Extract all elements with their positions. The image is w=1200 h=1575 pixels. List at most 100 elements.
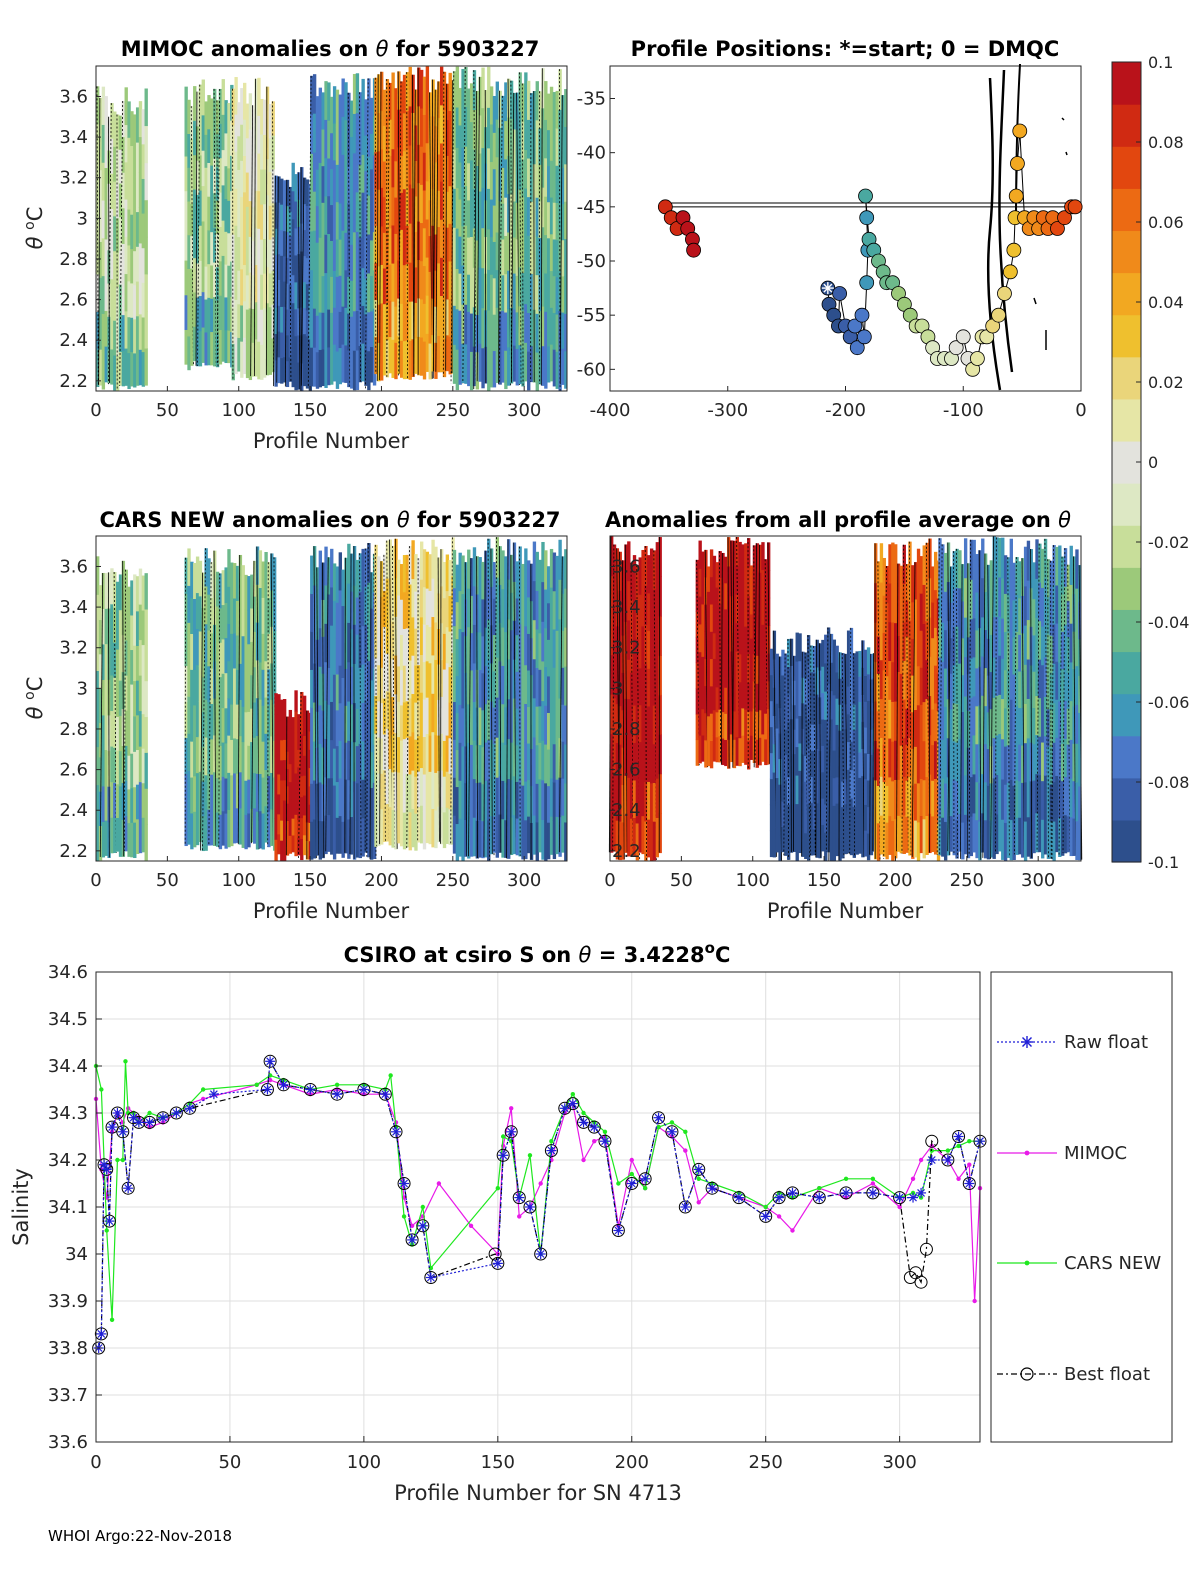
anomaly-cell bbox=[251, 274, 255, 309]
anomaly-cell bbox=[635, 822, 640, 861]
anomaly-cell bbox=[414, 89, 418, 126]
anomaly-cell bbox=[561, 131, 565, 168]
anomaly-cell bbox=[285, 733, 290, 752]
anomaly-cell bbox=[841, 653, 845, 680]
anomaly-cell bbox=[190, 812, 194, 850]
anomaly-cell bbox=[806, 747, 811, 777]
anomaly-cell bbox=[193, 223, 197, 259]
anomaly-cell bbox=[350, 352, 354, 389]
anomaly-cell bbox=[98, 277, 103, 314]
anomaly-cell bbox=[422, 586, 427, 625]
anomaly-cell bbox=[101, 821, 106, 858]
anomaly-cell bbox=[916, 704, 921, 745]
anomaly-cell bbox=[408, 811, 412, 851]
anomaly-cell bbox=[280, 800, 284, 821]
anomaly-cell bbox=[541, 107, 545, 148]
anomaly-cell bbox=[701, 656, 705, 684]
anomaly-cell bbox=[532, 736, 537, 777]
anomaly-cell bbox=[899, 745, 904, 782]
anomaly-cell bbox=[469, 818, 474, 857]
anomaly-cell bbox=[618, 628, 622, 668]
anomaly-cell bbox=[905, 672, 909, 709]
anomaly-cell bbox=[849, 826, 854, 856]
anomaly-cell bbox=[535, 352, 539, 392]
anomaly-cell bbox=[899, 673, 904, 710]
anomaly-cell bbox=[992, 737, 996, 779]
anomaly-cell bbox=[821, 719, 825, 746]
anomaly-cell bbox=[729, 706, 734, 735]
anomaly-cell bbox=[184, 809, 188, 847]
anomaly-cell bbox=[818, 804, 822, 832]
anomaly-cell bbox=[315, 747, 320, 784]
anomaly-cell bbox=[629, 599, 634, 637]
anomaly-cell bbox=[758, 572, 762, 601]
anomaly-cell bbox=[141, 782, 146, 818]
anomaly-cell bbox=[195, 297, 200, 332]
anomaly-cell bbox=[829, 832, 834, 862]
anomaly-cell bbox=[445, 155, 450, 192]
anomaly-cell bbox=[260, 274, 264, 310]
anomaly-cell bbox=[207, 558, 211, 595]
anomaly-cell bbox=[113, 712, 117, 748]
contour-line bbox=[908, 541, 912, 856]
anomaly-cell bbox=[227, 232, 231, 266]
start-marker-stroke bbox=[823, 283, 833, 293]
anomaly-cell bbox=[262, 99, 267, 135]
anomaly-cell bbox=[866, 647, 871, 675]
contour-line bbox=[519, 546, 521, 856]
anomaly-cell bbox=[983, 629, 988, 669]
anomaly-cell bbox=[324, 546, 328, 586]
anomaly-cell bbox=[400, 303, 404, 341]
contour-line bbox=[397, 71, 401, 374]
anomaly-cell bbox=[402, 226, 407, 266]
y-tick-label: 3.6 bbox=[612, 556, 641, 577]
anomaly-cell bbox=[775, 728, 779, 754]
anomaly-cell bbox=[332, 674, 337, 712]
anomaly-cell bbox=[458, 704, 462, 743]
anomaly-cell bbox=[512, 736, 517, 777]
anomaly-cell bbox=[874, 622, 878, 663]
anomaly-cell bbox=[478, 707, 482, 746]
x-tick-label: 300 bbox=[882, 1452, 916, 1473]
anomaly-cell bbox=[439, 696, 444, 734]
anomaly-cell bbox=[358, 236, 362, 274]
anomaly-cell bbox=[1052, 584, 1056, 625]
anomaly-cell bbox=[498, 164, 502, 202]
anomaly-cell bbox=[652, 589, 657, 629]
anomaly-cell bbox=[272, 593, 277, 632]
contour-line bbox=[815, 639, 817, 858]
anomaly-cell bbox=[914, 820, 918, 858]
anomaly-cell bbox=[732, 569, 737, 599]
anomaly-cell bbox=[824, 634, 828, 664]
anomaly-cell bbox=[388, 82, 392, 120]
anomaly-cell bbox=[274, 228, 278, 256]
anomaly-cell bbox=[144, 573, 148, 610]
anomaly-cell bbox=[966, 563, 971, 601]
anomaly-cell bbox=[233, 667, 237, 704]
anomaly-cell bbox=[238, 663, 243, 701]
anomaly-cell bbox=[118, 216, 123, 251]
anomaly-cell bbox=[204, 101, 208, 135]
anomaly-cell bbox=[835, 698, 839, 725]
anomaly-cell bbox=[254, 338, 258, 377]
anomaly-cell bbox=[521, 600, 525, 639]
anomaly-cell bbox=[402, 264, 407, 304]
anomaly-cell bbox=[718, 603, 722, 631]
anomaly-cell bbox=[532, 658, 537, 699]
contour-line bbox=[119, 101, 124, 386]
contour-line bbox=[1050, 560, 1052, 859]
anomaly-cell bbox=[1046, 671, 1051, 710]
anomaly-cell bbox=[144, 752, 148, 789]
colorbar-segment bbox=[1112, 188, 1141, 232]
data-point bbox=[277, 1078, 291, 1092]
anomaly-cell bbox=[484, 665, 488, 705]
anomaly-cell bbox=[425, 218, 430, 258]
anomaly-cell bbox=[243, 191, 247, 229]
anomaly-cell bbox=[481, 783, 485, 822]
anomaly-cell bbox=[472, 149, 477, 189]
data-point-stroke bbox=[108, 1123, 116, 1132]
anomaly-cell bbox=[764, 584, 768, 612]
anomaly-cell bbox=[238, 735, 243, 773]
anomaly-cell bbox=[285, 837, 290, 856]
anomaly-cell bbox=[341, 116, 345, 155]
